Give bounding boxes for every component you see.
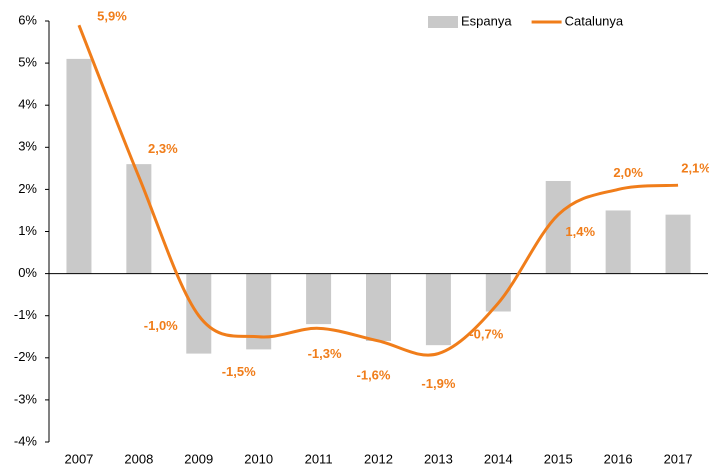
- bar: [425, 273, 451, 346]
- y-tick-label: 3%: [18, 139, 37, 154]
- x-tick-label: 2015: [544, 451, 573, 466]
- value-label: 5,9%: [97, 9, 127, 24]
- bar: [126, 164, 152, 274]
- x-tick-label: 2008: [124, 451, 153, 466]
- y-tick-label: 1%: [18, 223, 37, 238]
- value-label: 2,3%: [148, 141, 178, 156]
- value-label: -1,9%: [421, 376, 455, 391]
- x-tick-label: 2014: [484, 451, 513, 466]
- value-label: -1,5%: [222, 364, 256, 379]
- y-tick-label: -2%: [14, 349, 38, 364]
- y-tick-label: 2%: [18, 181, 37, 196]
- bar: [665, 214, 691, 274]
- legend-label: Catalunya: [565, 13, 624, 28]
- x-tick-label: 2007: [64, 451, 93, 466]
- bar: [306, 273, 332, 325]
- y-tick-label: -3%: [14, 391, 38, 406]
- y-tick-label: -1%: [14, 307, 38, 322]
- value-label: -0,7%: [469, 327, 503, 342]
- x-tick-label: 2009: [184, 451, 213, 466]
- bar: [66, 58, 92, 274]
- bar: [605, 210, 631, 274]
- y-tick-label: 5%: [18, 55, 37, 70]
- value-label: 1,4%: [565, 224, 595, 239]
- value-label: -1,6%: [357, 367, 391, 382]
- line: [77, 24, 679, 357]
- bar: [545, 180, 571, 274]
- x-tick-label: 2013: [424, 451, 453, 466]
- x-tick-label: 2017: [664, 451, 693, 466]
- x-tick-label: 2010: [244, 451, 273, 466]
- value-label: -1,3%: [308, 346, 342, 361]
- bar: [366, 273, 391, 341]
- x-tick-label: 2011: [305, 451, 333, 466]
- y-tick-label: 4%: [18, 97, 37, 112]
- y-tick-label: 0%: [18, 265, 37, 280]
- x-tick-label: 2012: [364, 451, 393, 466]
- y-tick-label: 6%: [18, 12, 37, 27]
- legend-swatch: [428, 16, 458, 28]
- x-tick-label: 2016: [604, 451, 633, 466]
- value-label: 2,0%: [613, 165, 643, 180]
- legend-label: Espanya: [461, 13, 512, 28]
- y-tick-label: -4%: [14, 433, 38, 448]
- value-label: 2,1%: [681, 161, 709, 176]
- value-label: -1,0%: [144, 318, 178, 333]
